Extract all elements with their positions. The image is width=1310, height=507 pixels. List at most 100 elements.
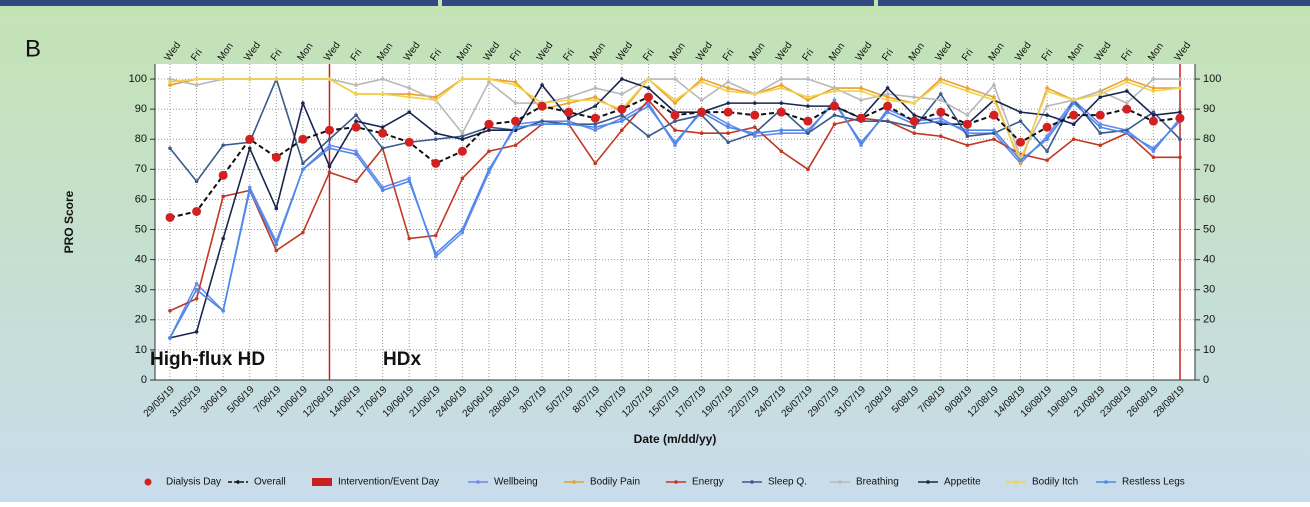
point — [752, 131, 757, 136]
point — [593, 104, 598, 108]
point — [1125, 101, 1129, 105]
point — [779, 83, 784, 87]
point — [247, 188, 252, 193]
point — [593, 161, 598, 166]
point — [832, 89, 837, 93]
point — [380, 125, 385, 129]
dialysis-day-marker — [165, 212, 175, 222]
dialysis-day-marker — [590, 113, 600, 123]
point — [460, 227, 465, 232]
point — [832, 122, 837, 126]
point — [885, 110, 890, 114]
y2-tick-label: 40 — [1203, 254, 1215, 266]
dialysis-day-marker — [803, 116, 813, 126]
dialysis-day-marker — [829, 101, 839, 111]
point — [168, 308, 172, 313]
dialysis-day-marker — [564, 107, 574, 117]
weekday-label: Fri — [1119, 47, 1135, 63]
point — [699, 131, 704, 136]
annotation: High-flux HD — [150, 349, 265, 370]
point — [433, 233, 438, 238]
point — [487, 149, 491, 154]
point — [726, 140, 730, 145]
legend-label: Energy — [692, 477, 724, 488]
point — [247, 185, 252, 190]
point — [1018, 161, 1023, 166]
legend-symbol — [1104, 480, 1108, 484]
point — [806, 167, 810, 172]
legend-label: Wellbeing — [494, 477, 538, 488]
legend-label: Intervention/Event Day — [338, 477, 439, 488]
point — [938, 122, 943, 126]
point — [938, 80, 943, 84]
dialysis-day-marker — [962, 119, 972, 129]
point — [407, 86, 412, 90]
point — [1178, 137, 1182, 142]
point — [433, 98, 438, 102]
y-tick-label: 50 — [135, 223, 147, 235]
point — [673, 77, 677, 81]
point — [1151, 77, 1156, 81]
point — [274, 248, 279, 253]
point — [673, 98, 677, 102]
point — [1098, 143, 1103, 148]
point — [407, 110, 412, 114]
y-tick-label: 0 — [141, 374, 147, 386]
point — [327, 170, 332, 175]
point — [1098, 89, 1103, 93]
point — [540, 83, 544, 87]
point — [380, 92, 385, 96]
point — [752, 92, 757, 96]
dialysis-day-marker — [484, 119, 494, 129]
point — [487, 80, 491, 84]
point — [992, 95, 996, 99]
point — [1098, 131, 1103, 136]
point — [1045, 158, 1049, 163]
weekday-label: Fri — [801, 47, 817, 63]
dialysis-day-marker — [750, 110, 760, 120]
point — [806, 104, 810, 108]
dialysis-day-marker — [245, 134, 255, 144]
dialysis-day-marker — [537, 101, 547, 111]
point — [806, 77, 810, 81]
dialysis-day-marker — [1095, 110, 1105, 120]
legend-label: Appetite — [944, 477, 981, 488]
point — [593, 95, 598, 99]
annotation: HDx — [383, 349, 421, 370]
point — [992, 83, 996, 87]
point — [354, 149, 358, 154]
point — [327, 77, 332, 81]
y2-tick-label: 70 — [1203, 163, 1215, 175]
point — [992, 128, 996, 133]
y-tick-label: 20 — [135, 314, 147, 326]
dialysis-day-marker — [989, 110, 999, 120]
point — [832, 86, 837, 90]
legend-symbol — [1014, 480, 1018, 484]
dialysis-day-marker — [351, 122, 361, 132]
point — [513, 101, 518, 105]
legend-symbol — [750, 480, 754, 484]
point — [752, 101, 757, 105]
y-axis-label: PRO Score — [62, 190, 76, 253]
point — [1018, 158, 1023, 163]
dialysis-day-marker — [670, 110, 680, 120]
point — [433, 254, 438, 259]
point — [752, 125, 757, 129]
point — [1151, 149, 1156, 154]
dialysis-day-marker — [511, 116, 521, 126]
point — [566, 116, 571, 120]
point — [832, 113, 837, 117]
point — [513, 125, 518, 129]
point — [301, 101, 305, 105]
point — [620, 116, 624, 120]
y2-tick-label: 10 — [1203, 344, 1215, 356]
point — [247, 146, 252, 151]
dialysis-day-marker — [856, 113, 866, 123]
point — [168, 77, 172, 81]
point — [194, 330, 199, 334]
legend-label: Breathing — [856, 477, 899, 488]
point — [646, 77, 651, 81]
y-tick-label: 100 — [129, 73, 147, 85]
point — [221, 143, 225, 148]
y2-tick-label: 20 — [1203, 314, 1215, 326]
